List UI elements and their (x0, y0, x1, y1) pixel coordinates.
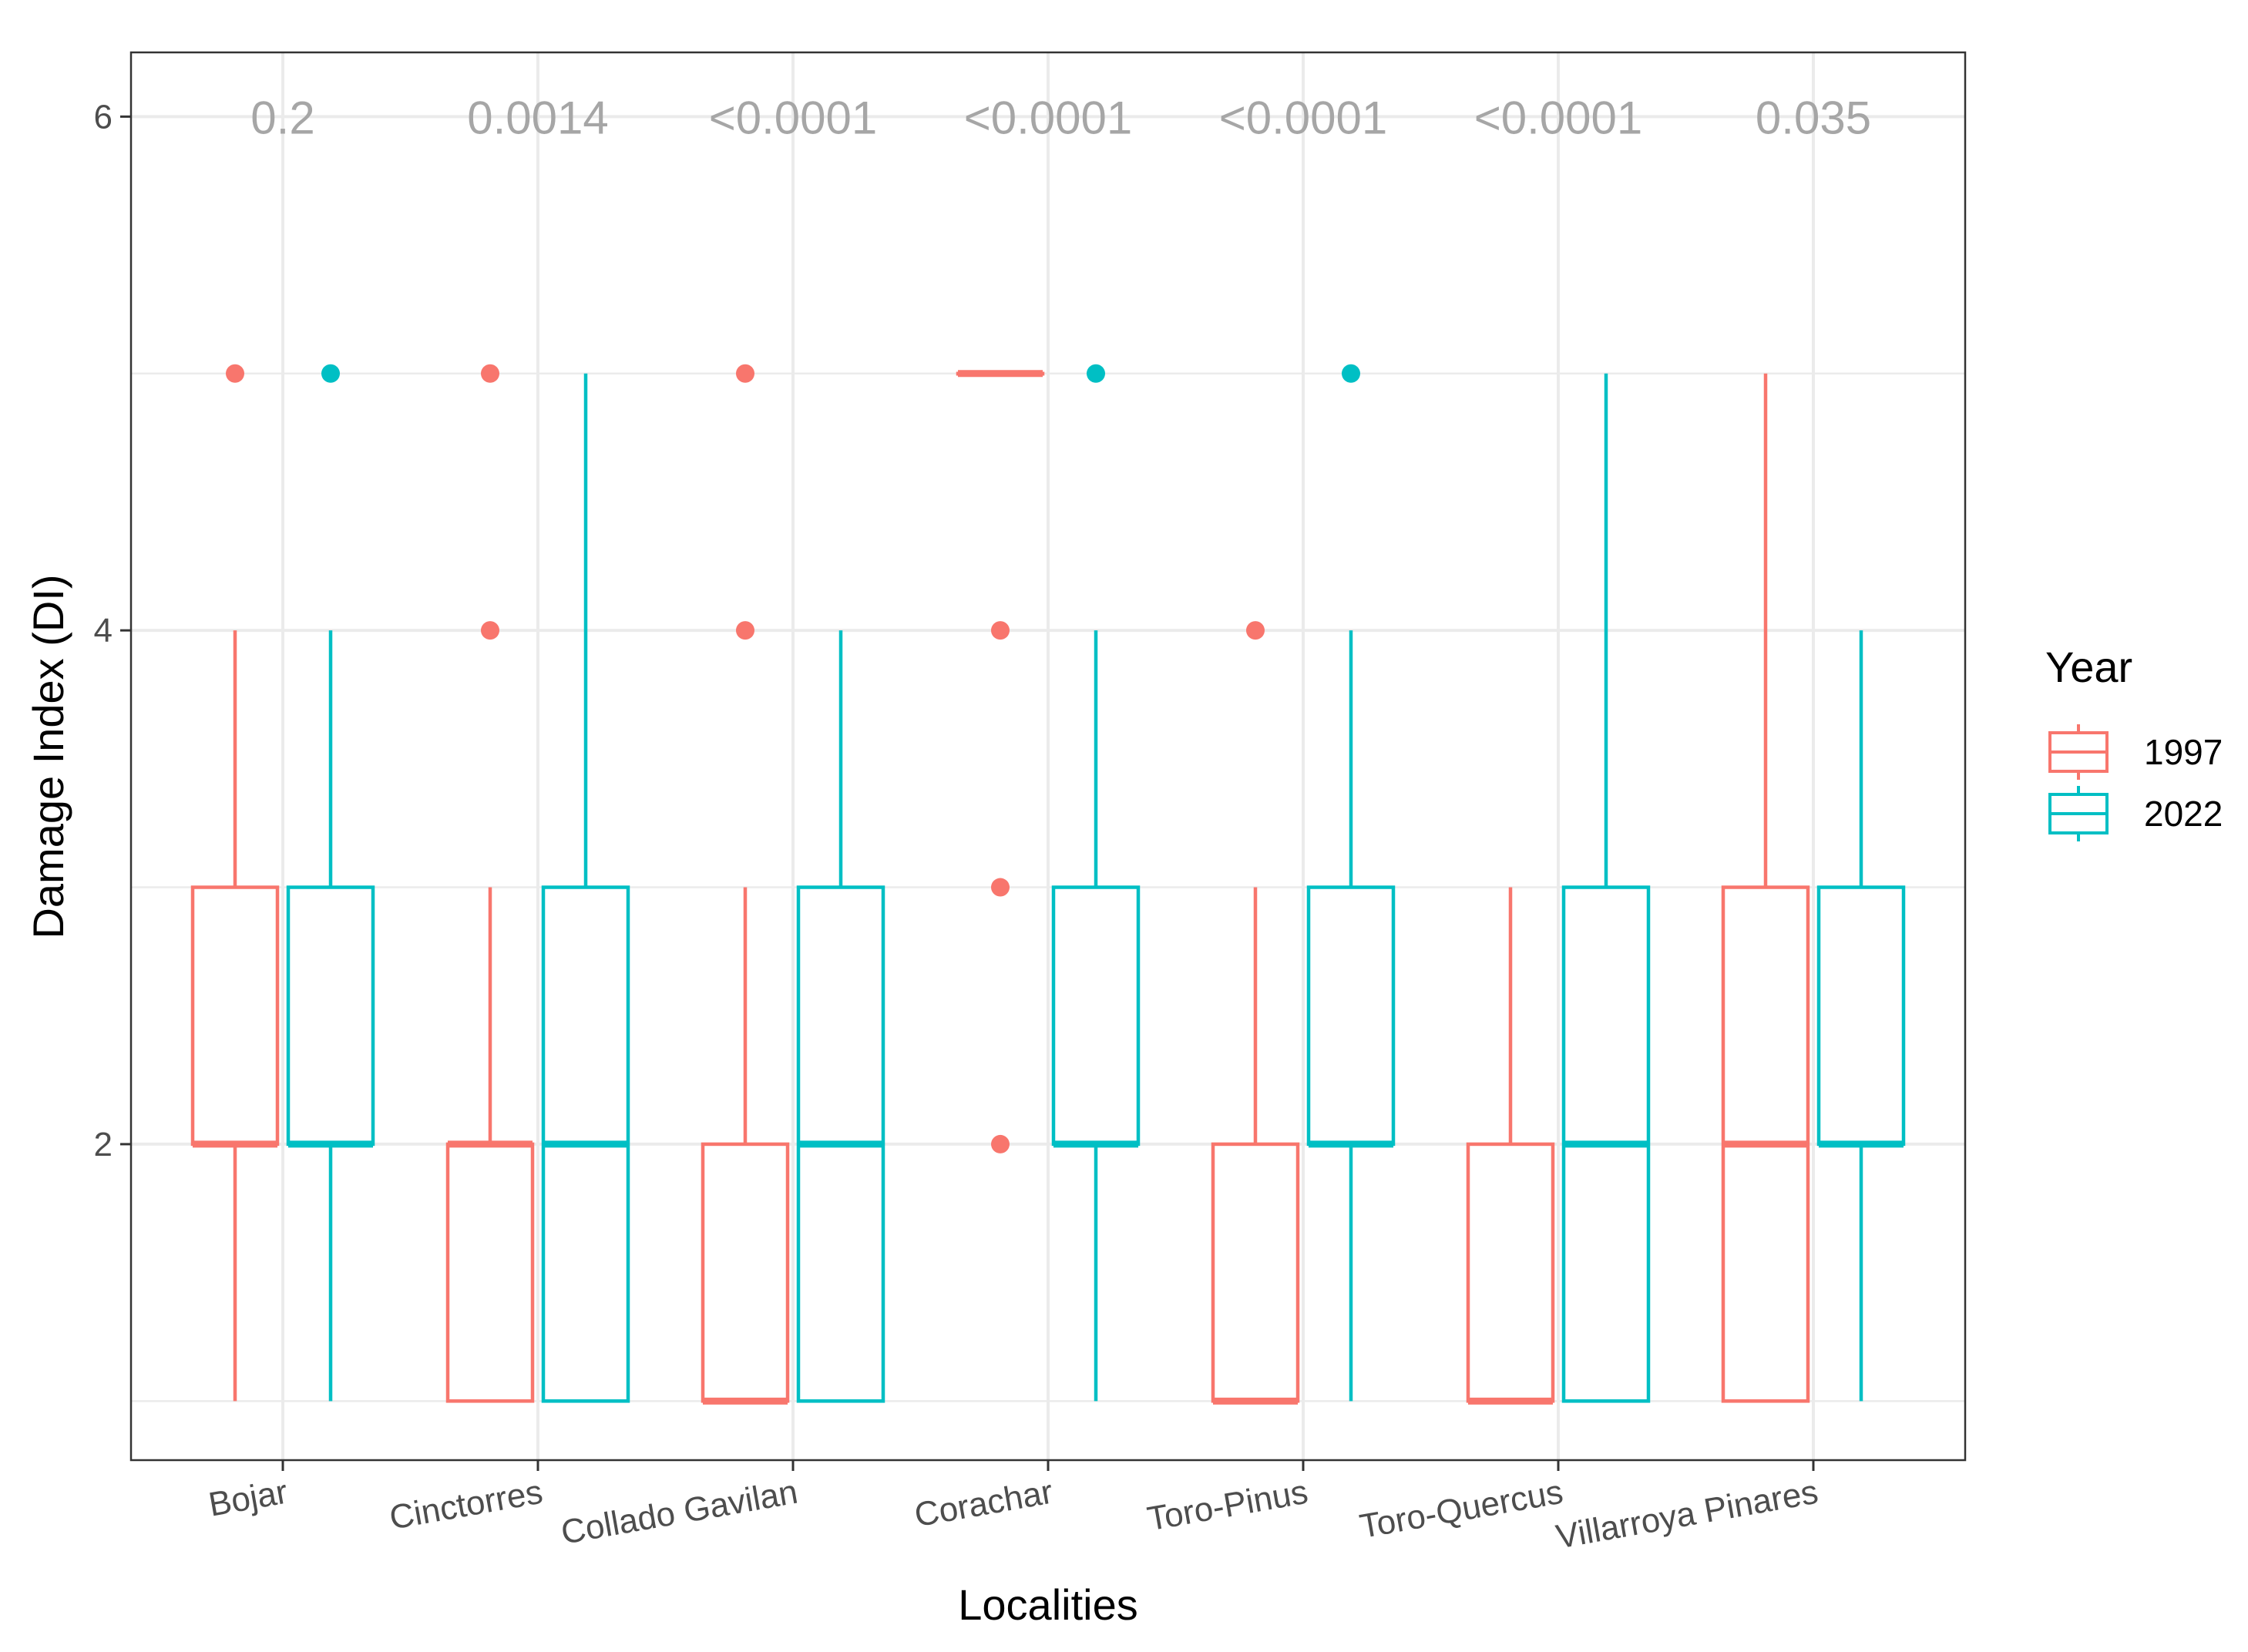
outlier-point (226, 364, 244, 383)
y-tick-label: 6 (94, 98, 113, 136)
box-2022 (541, 373, 630, 1403)
p-value-label: 0.035 (1756, 92, 1871, 143)
y-tick-label: 4 (94, 612, 113, 650)
legend-key-1997 (2048, 724, 2109, 780)
box-1997 (701, 364, 790, 1405)
box-1997 (190, 364, 280, 1402)
x-axis-title: Localities (958, 1580, 1137, 1629)
legend-label: 2022 (2144, 794, 2223, 834)
p-value-label: <0.0001 (1219, 92, 1388, 143)
p-value-label: <0.0001 (1474, 92, 1643, 143)
legend-label: 1997 (2144, 732, 2223, 772)
box-1997 (1466, 887, 1555, 1405)
box-rect (1816, 885, 1906, 1147)
p-value-label: 0.0014 (467, 92, 609, 143)
box-rect (1306, 885, 1396, 1147)
p-value-label: <0.0001 (964, 92, 1133, 143)
outlier-point (991, 1134, 1010, 1153)
box-2022 (286, 364, 375, 1402)
box-1997 (445, 364, 535, 1403)
outlier-point (1246, 621, 1265, 640)
outlier-point (991, 878, 1010, 897)
box-rect (190, 885, 280, 1147)
outlier-point (481, 621, 499, 640)
box-rect (1466, 1142, 1555, 1403)
y-axis: 2 4 6 (94, 98, 131, 1163)
box-rect (1051, 885, 1141, 1147)
box-1997 (1211, 621, 1300, 1405)
outlier-point (1087, 364, 1105, 383)
box-2022 (1816, 630, 1906, 1402)
outlier-point (1342, 364, 1360, 383)
box-rect (445, 1142, 535, 1403)
box-2022 (1051, 364, 1141, 1402)
legend-title: Year (2045, 643, 2132, 691)
y-axis-title: Damage Index (DI) (24, 574, 72, 938)
outlier-point (736, 364, 754, 383)
box-1997 (956, 370, 1045, 1153)
p-value-label: <0.0001 (709, 92, 878, 143)
boxes (190, 364, 1906, 1405)
legend-key-2022 (2048, 786, 2109, 841)
box-rect (286, 885, 375, 1147)
y-tick-label: 2 (94, 1126, 113, 1163)
p-value-labels: 0.2 0.0014 <0.0001 <0.0001 <0.0001 <0.0001 0.0… (250, 92, 1871, 143)
p-value-label: 0.2 (250, 92, 314, 143)
outlier-point (321, 364, 340, 383)
legend: Year 1997 2022 (2045, 643, 2223, 841)
box-rect (701, 1142, 790, 1403)
outlier-point (481, 364, 499, 383)
box-2022 (1306, 364, 1396, 1402)
outlier-point (736, 621, 754, 640)
outlier-point (991, 621, 1010, 640)
box-rect (1211, 1142, 1300, 1403)
box-2022 (1561, 373, 1651, 1403)
box-2022 (796, 630, 885, 1403)
box-1997 (1721, 373, 1810, 1403)
grid-lines (131, 52, 1965, 1460)
